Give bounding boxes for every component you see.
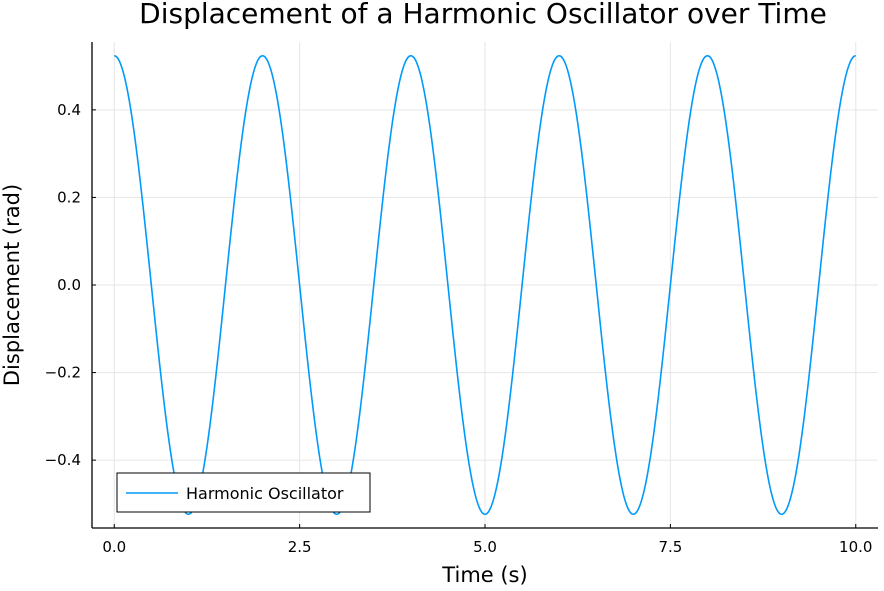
- series-layer: [114, 54, 856, 516]
- y-tick-label: 0.4: [57, 101, 81, 119]
- x-tick-label: 7.5: [658, 538, 682, 556]
- x-tick-label: 10.0: [839, 538, 872, 556]
- series-line-0: [114, 54, 856, 516]
- y-tick-label: −0.2: [45, 364, 81, 382]
- legend: Harmonic Oscillator: [116, 472, 371, 513]
- x-tick-label: 5.0: [473, 538, 497, 556]
- y-tick-label: 0.0: [57, 276, 81, 294]
- y-axis-label: Displacement (rad): [0, 184, 24, 386]
- legend-label: Harmonic Oscillator: [186, 484, 344, 503]
- x-axis-label: Time (s): [441, 563, 527, 587]
- chart-title: Displacement of a Harmonic Oscillator ov…: [139, 0, 827, 30]
- x-tick-label: 2.5: [288, 538, 312, 556]
- x-tick-label: 0.0: [102, 538, 126, 556]
- y-ticks: −0.4 −0.2 0.0 0.2 0.4: [45, 101, 96, 469]
- x-ticks: 0.0 2.5 5.0 7.5 10.0: [102, 524, 872, 556]
- grid: [92, 42, 878, 528]
- y-tick-label: −0.4: [45, 451, 81, 469]
- y-tick-label: 0.2: [57, 188, 81, 206]
